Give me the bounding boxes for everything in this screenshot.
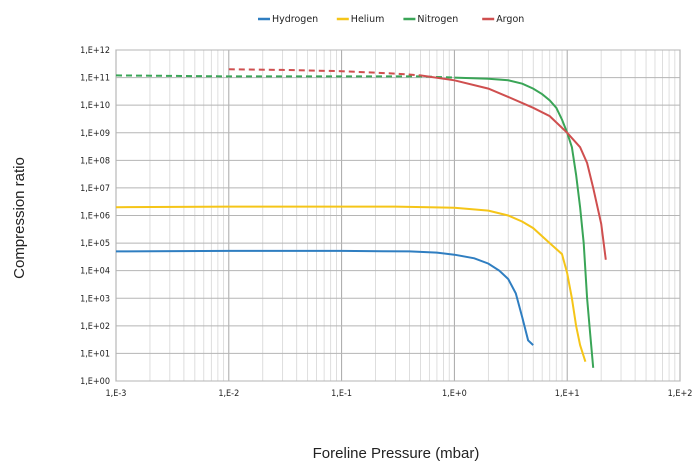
x-tick-label: 1,E+0: [442, 389, 467, 399]
nitrogen-line: [454, 76, 595, 368]
x-tick-label: 1,E+1: [555, 389, 580, 399]
y-tick-label: 1,E+12: [80, 46, 110, 56]
x-tick-label: 1,E-2: [218, 389, 239, 399]
y-tick-label: 1,E+01: [80, 349, 110, 359]
y-tick-label: 1,E+00: [80, 377, 110, 387]
y-tick-label: 1,E+06: [80, 212, 110, 222]
legend: Hydrogen Helium Nitrogen Argon: [258, 14, 524, 25]
hydrogen-legend-label: Hydrogen: [272, 14, 318, 25]
x-tick-label: 1,E+2: [668, 389, 693, 399]
argon-line-dashed: [228, 68, 421, 77]
y-tick-label: 1,E+07: [80, 184, 110, 194]
helium-line: [115, 205, 587, 363]
y-tick-label: 1,E+08: [80, 156, 110, 166]
y-tick-label: 1,E+09: [80, 129, 110, 139]
grid: [115, 49, 681, 382]
hydrogen-line: [115, 249, 534, 346]
y-tick-label: 1,E+03: [80, 294, 110, 304]
y-tick-label: 1,E+05: [80, 239, 110, 249]
y-tick-labels: 1,E+00 1,E+01 1,E+02 1,E+03 1,E+04 1,E+05 1,E+…: [80, 46, 110, 387]
x-axis-title: Foreline Pressure (mbar): [313, 445, 480, 462]
y-tick-label: 1,E+10: [80, 101, 110, 111]
argon-legend-label: Argon: [496, 14, 524, 25]
y-tick-label: 1,E+11: [80, 74, 110, 84]
y-axis-title: Compression ratio: [11, 157, 28, 279]
series-lines: [115, 68, 607, 368]
y-tick-label: 1,E+04: [80, 267, 110, 277]
argon-line: [420, 74, 607, 260]
nitrogen-legend-label: Nitrogen: [417, 14, 458, 25]
x-tick-label: 1,E-3: [106, 389, 127, 399]
helium-legend-label: Helium: [351, 14, 385, 25]
x-tick-label: 1,E-1: [331, 389, 352, 399]
x-tick-labels: 1,E-3 1,E-2 1,E-1 1,E+0 1,E+1 1,E+2: [106, 389, 693, 399]
y-tick-label: 1,E+02: [80, 322, 110, 332]
